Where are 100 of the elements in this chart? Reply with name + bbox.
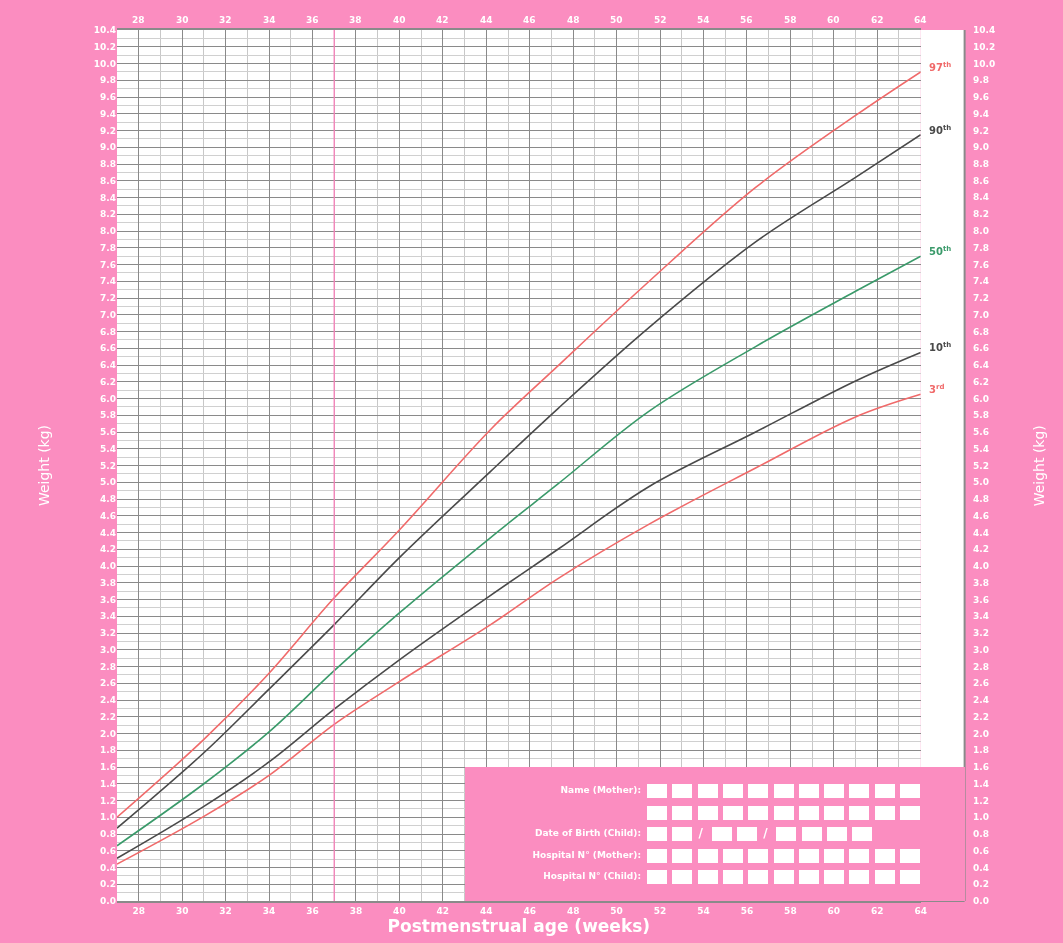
y2-tick-label: 10.0 [973,59,996,69]
y-tick-label: 1.0 [100,812,116,823]
y2-tick-label: 0.4 [973,863,989,873]
y2-tick-label: 3.6 [973,595,989,605]
x2-tick-label: 62 [871,15,884,25]
y-tick-label: 0.8 [100,829,116,840]
x-tick-label: 32 [219,905,232,916]
y-tick-label: 6.4 [100,360,116,371]
y-tick-label: 9.4 [100,108,116,119]
annotation: / [763,826,768,841]
y2-tick-label: 7.0 [973,310,989,320]
y-tick-label: 7.2 [100,293,116,304]
y-tick-label: 4.0 [100,561,116,572]
y-tick-label: 9.6 [100,92,116,103]
x-tick-label: 54 [697,905,710,916]
y2-tick-label: 5.4 [973,444,989,454]
y-tick-label: 3.0 [100,644,116,655]
y2-tick-label: 4.6 [973,511,989,521]
y2-tick-label: 3.2 [973,628,989,638]
y2-tick-label: 1.8 [973,745,989,755]
y-tick-label: 5.4 [100,443,116,454]
y-tick-label: 9.2 [100,125,116,136]
annotation: / [698,826,703,841]
x2-tick-label: 54 [697,15,710,25]
x2-tick-label: 48 [567,15,580,25]
y2-tick-label: 4.8 [973,494,989,504]
y-tick-label: 7.6 [100,259,116,270]
y-tick-label: 1.8 [100,745,116,756]
y2-tick-label: 9.4 [973,109,989,119]
y2-tick-label: 8.2 [973,209,989,219]
y2-tick-label: 2.4 [973,695,989,705]
y-tick-label: 2.0 [100,728,116,739]
x2-tick-label: 32 [219,15,232,25]
y-tick-label: 10.0 [93,58,116,69]
x2-tick-label: 50 [610,15,623,25]
y-tick-label: 3.2 [100,628,116,639]
y-tick-label: 9.8 [100,75,116,86]
y-tick-label: 1.6 [100,762,116,773]
x2-tick-label: 46 [523,15,536,25]
y2-tick-label: 0.8 [973,829,989,839]
x2-tick-label: 36 [306,15,319,25]
series-label: 10$^{th}$ [929,341,952,354]
x2-tick-label: 38 [349,15,362,25]
y2-tick-label: 2.8 [973,662,989,672]
y-tick-label: 3.8 [100,577,116,588]
x-tick-label: 40 [393,905,406,916]
x-tick-label: 56 [740,905,754,916]
y2-tick-label: 8.0 [973,226,989,236]
series-label: 90$^{th}$ [929,124,952,137]
y-tick-label: 6.0 [100,393,116,404]
y2-tick-label: 4.0 [973,561,989,571]
y2-tick-label: 8.6 [973,176,989,186]
y2-tick-label: 7.2 [973,293,989,303]
y2-tick-label: 7.8 [973,243,989,253]
y2-tick-label: 5.8 [973,410,989,420]
x-tick-label: 28 [132,905,145,916]
y2-tick-label: 6.4 [973,360,989,370]
y-tick-label: 4.2 [100,544,116,555]
y2-tick-label: 3.4 [973,611,989,621]
y2-tick-label: 1.6 [973,762,989,772]
y2-tick-label: 6.0 [973,394,989,404]
y-tick-label: 1.4 [100,778,116,789]
y-tick-label: 8.4 [100,192,116,203]
x-tick-label: 62 [871,905,884,916]
y2-tick-label: 8.8 [973,159,989,169]
y2-tick-label: 5.6 [973,427,989,437]
x2-tick-label: 60 [827,15,840,25]
x2-tick-label: 30 [176,15,189,25]
y2-tick-label: 6.8 [973,327,989,337]
x-tick-label: 46 [523,905,536,916]
x2-tick-label: 42 [436,15,449,25]
y-tick-label: 6.6 [100,343,116,354]
x-tick-label: 50 [610,905,623,916]
x2-tick-label: 56 [740,15,753,25]
y2-tick-label: 9.8 [973,75,989,85]
y2-tick-label: 0.6 [973,846,989,856]
y-axis-title: Weight (kg) [36,424,53,507]
annotation: Hospital N° (Mother): [532,849,641,860]
annotation: Hospital N° (Child): [543,870,641,881]
y2-tick-label: 1.2 [973,796,989,806]
x-tick-label: 48 [566,905,580,916]
y2-tick-label: 0.0 [973,896,989,906]
y2-tick-label: 2.6 [973,678,989,688]
y-tick-label: 5.0 [100,477,116,488]
x2-tick-label: 52 [654,15,667,25]
y2-axis-title: Weight (kg) [1031,425,1048,507]
series-label: 50$^{th}$ [929,245,952,258]
y-tick-label: 4.8 [100,494,116,505]
y-tick-label: 8.2 [100,209,116,220]
series-label: 3$^{rd}$ [929,383,945,396]
x2-tick-label: 40 [393,15,406,25]
x-tick-label: 38 [349,905,363,916]
y2-tick-label: 8.4 [973,192,989,202]
y-tick-label: 4.4 [100,527,116,538]
y-tick-label: 0.2 [100,879,116,890]
x-axis-title: Postmenstrual age (weeks) [387,915,651,936]
y-tick-label: 2.6 [100,678,116,689]
y2-tick-label: 4.2 [973,544,989,554]
y2-tick-label: 7.6 [973,260,989,270]
x2-tick-label: 64 [914,15,927,25]
